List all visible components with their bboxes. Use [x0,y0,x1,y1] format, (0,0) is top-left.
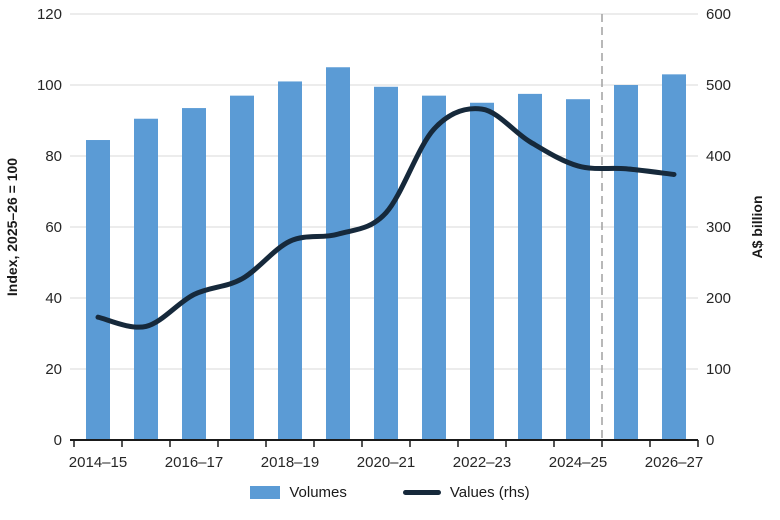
bar-2021–22 [422,95,446,441]
right-axis-tick-label: 100 [706,361,731,378]
x-axis-tick-label: 2026–27 [645,454,703,471]
bar-2016–17 [182,108,206,440]
legend-label-volumes: Volumes [289,484,347,501]
bar-2022–23 [470,102,494,440]
combo-bar-line-chart: 0 20 40 60 80 100 120 0 100 200 300 400 500 600 2014–1… [4,6,765,471]
x-axis-tick-label: 2020–21 [357,454,415,471]
x-axis-tick-label: 2024–25 [549,454,607,471]
bar-2018–19 [278,81,302,440]
x-axis-tick-label: 2018–19 [261,454,319,471]
values-line-swatch-icon [402,490,441,495]
values-line [95,106,677,330]
bar-2026–27 [662,74,686,440]
bar-2025–26 [614,85,638,440]
bar-2023–24 [518,93,542,440]
bar-2015–16 [134,118,158,440]
bar-2020–21 [374,86,398,441]
left-axis-tick-label: 120 [37,6,62,23]
right-axis-tick-label: 600 [706,6,731,23]
right-axis-title: A$ billion [749,196,765,259]
left-axis-tick-label: 80 [45,148,62,165]
right-axis-tick-label: 0 [706,432,714,449]
left-axis-tick-label: 20 [45,361,62,378]
right-axis-tick-label: 200 [706,290,731,307]
legend-label-values: Values (rhs) [449,484,530,501]
x-axis-tick-label: 2016–17 [165,454,223,471]
bar-2019–20 [326,67,350,440]
right-axis-tick-label: 400 [706,148,731,165]
bar-2024–25 [566,99,590,440]
bar-2014–15 [86,140,110,440]
volumes-bar-swatch-icon [250,486,281,499]
x-axis-tick-label: 2022–23 [453,454,511,471]
x-axis-ticks [73,440,699,447]
legend-item-values: Values (rhs) [402,484,530,501]
legend-item-volumes: Volumes [250,484,347,501]
left-axis-title: Index, 2025–26 = 100 [4,158,20,296]
left-axis-tick-label: 100 [37,77,62,94]
right-axis-tick-label: 300 [706,219,731,236]
x-axis-tick-label: 2014–15 [69,454,127,471]
chart-legend: Volumes Values (rhs) [0,484,780,501]
left-axis-tick-label: 0 [54,432,62,449]
bar-2017–18 [230,95,254,441]
left-axis-tick-label: 60 [45,219,62,236]
left-axis-tick-label: 40 [45,290,62,307]
right-axis-tick-label: 500 [706,77,731,94]
volumes-bars [86,67,686,441]
